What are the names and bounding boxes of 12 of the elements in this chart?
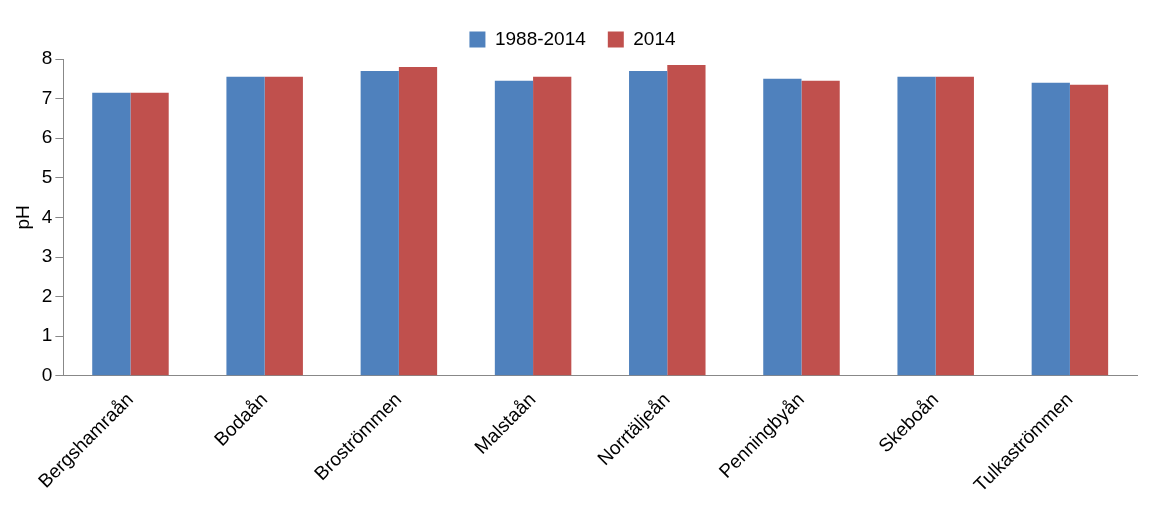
y-tick-label: 7: [41, 86, 53, 108]
y-tick-label: 1: [41, 324, 53, 346]
y-tick-label: 8: [41, 47, 53, 69]
y-tick-label: 2: [41, 284, 53, 306]
legend-label: 1988-2014: [494, 27, 587, 49]
y-tick-label: 5: [41, 166, 53, 188]
legend-label: 2014: [633, 27, 676, 49]
y-axis-title: pH: [11, 205, 33, 230]
y-tick-label: 6: [41, 126, 53, 148]
y-tick-label: 3: [41, 245, 53, 267]
y-tick-label: 0: [41, 364, 53, 386]
y-tick-label: 4: [41, 205, 53, 227]
